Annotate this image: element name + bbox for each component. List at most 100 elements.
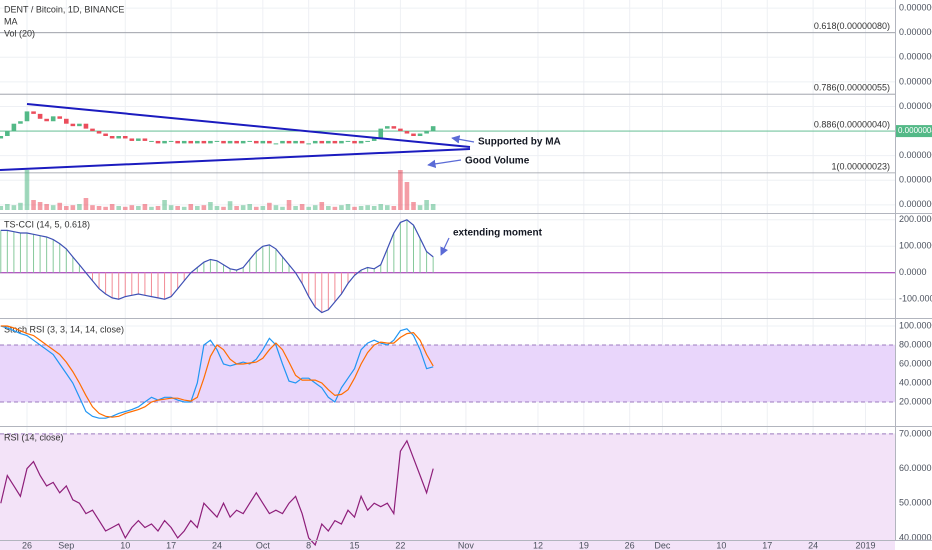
y-tick-label: 70.0000 — [899, 428, 932, 438]
x-tick-label: Dec — [654, 540, 671, 550]
y-tick-label: 200.0000 — [899, 214, 932, 224]
y-tick-label: 50.0000 — [899, 498, 932, 508]
x-tick-label: 2019 — [856, 540, 876, 550]
arrow — [440, 237, 450, 256]
volume-bar — [378, 204, 384, 210]
y-tick-label: 60.0000 — [899, 463, 932, 473]
candle — [149, 140, 154, 142]
candle — [31, 111, 36, 114]
candle — [181, 140, 187, 144]
volume-bar — [384, 205, 390, 210]
candle — [319, 140, 325, 144]
x-tick-label: 8 — [306, 540, 311, 550]
candle — [378, 128, 384, 139]
candle — [365, 140, 370, 142]
candle — [404, 131, 410, 134]
candle — [168, 140, 174, 142]
volume-bar — [293, 206, 298, 210]
x-tick-label: 17 — [166, 540, 176, 550]
volume-bar — [260, 206, 266, 210]
volume-bar — [312, 205, 318, 210]
volume-bar — [214, 206, 220, 210]
y-tick-label: 0.00000030 — [899, 150, 932, 160]
candle — [391, 126, 397, 129]
candle — [77, 123, 82, 127]
candle — [24, 111, 30, 122]
volume-bar — [155, 206, 161, 210]
volume-bar — [411, 202, 416, 210]
fib-label: 1(0.00000023) — [831, 161, 890, 171]
fib-label: 0.886(0.00000040) — [814, 119, 890, 129]
x-tick-label: 12 — [533, 540, 543, 550]
candle — [50, 116, 56, 122]
volume-bar — [417, 205, 423, 210]
x-tick-label: 26 — [22, 540, 32, 550]
volume-bar — [352, 206, 357, 210]
candle — [332, 140, 338, 144]
candle — [253, 140, 259, 144]
volume-bar — [122, 206, 128, 210]
volume-bar — [44, 204, 49, 210]
candle — [430, 126, 436, 132]
candle — [208, 140, 213, 144]
y-tick-label: 80.0000 — [899, 339, 932, 349]
indicator-line — [0, 325, 434, 418]
arrow — [451, 135, 475, 144]
candle — [142, 138, 148, 141]
volume-bar — [18, 202, 23, 210]
x-tick-label: 24 — [808, 540, 818, 550]
volume-bar — [31, 200, 36, 210]
volume-bar — [208, 202, 213, 210]
volume-bar — [63, 206, 69, 210]
candle — [155, 140, 161, 144]
y-tick-label: 0.00000050 — [899, 101, 932, 111]
y-tick-label: 0.00000020 — [899, 175, 932, 185]
legend-item: Vol (20) — [4, 28, 35, 38]
candle — [122, 136, 128, 139]
indicator-line — [0, 439, 434, 547]
pane-title: DENT / Bitcoin, 1D, BINANCE — [4, 4, 124, 14]
candle — [411, 133, 416, 137]
volume-bar — [253, 206, 259, 210]
x-tick-label: 24 — [212, 540, 222, 550]
volume-bar — [57, 202, 63, 210]
pane-title: Stoch RSI (3, 3, 14, 14, close) — [4, 324, 124, 334]
volume-bar — [201, 205, 207, 210]
y-tick-label: -100.0000 — [899, 294, 932, 304]
candle — [5, 131, 10, 137]
volume-bar — [430, 204, 436, 210]
x-tick-label: 26 — [625, 540, 635, 550]
trend-line — [26, 103, 471, 148]
volume-bar — [50, 205, 56, 210]
volume-bar — [345, 204, 351, 210]
annotation: extending moment — [453, 228, 543, 239]
pane-title: RSI (14, close) — [4, 432, 64, 442]
x-tick-label: 22 — [395, 540, 405, 550]
candle — [247, 140, 253, 142]
candle — [424, 131, 429, 134]
candle — [339, 140, 344, 144]
y-tick-label: 0.0000 — [899, 267, 927, 277]
x-tick-label: 17 — [762, 540, 772, 550]
x-tick-label: 10 — [120, 540, 130, 550]
fib-label: 0.618(0.00000080) — [814, 21, 890, 31]
candle — [417, 133, 423, 137]
candle — [44, 118, 49, 122]
volume-bar — [273, 205, 279, 210]
candle — [0, 136, 4, 139]
volume-bar — [24, 170, 30, 210]
y-tick-label: 0.00000090 — [899, 2, 932, 12]
volume-bar — [0, 206, 4, 210]
volume-bar — [319, 202, 325, 210]
candle — [11, 123, 17, 132]
x-tick-label: 15 — [350, 540, 360, 550]
volume-bar — [129, 205, 135, 210]
volume-bar — [96, 206, 102, 210]
indicator-line — [0, 219, 434, 314]
x-tick-label: Sep — [58, 540, 74, 550]
candle — [57, 116, 63, 119]
y-tick-label: 40.0000 — [899, 377, 932, 387]
candle — [116, 136, 122, 139]
candle — [280, 140, 285, 144]
